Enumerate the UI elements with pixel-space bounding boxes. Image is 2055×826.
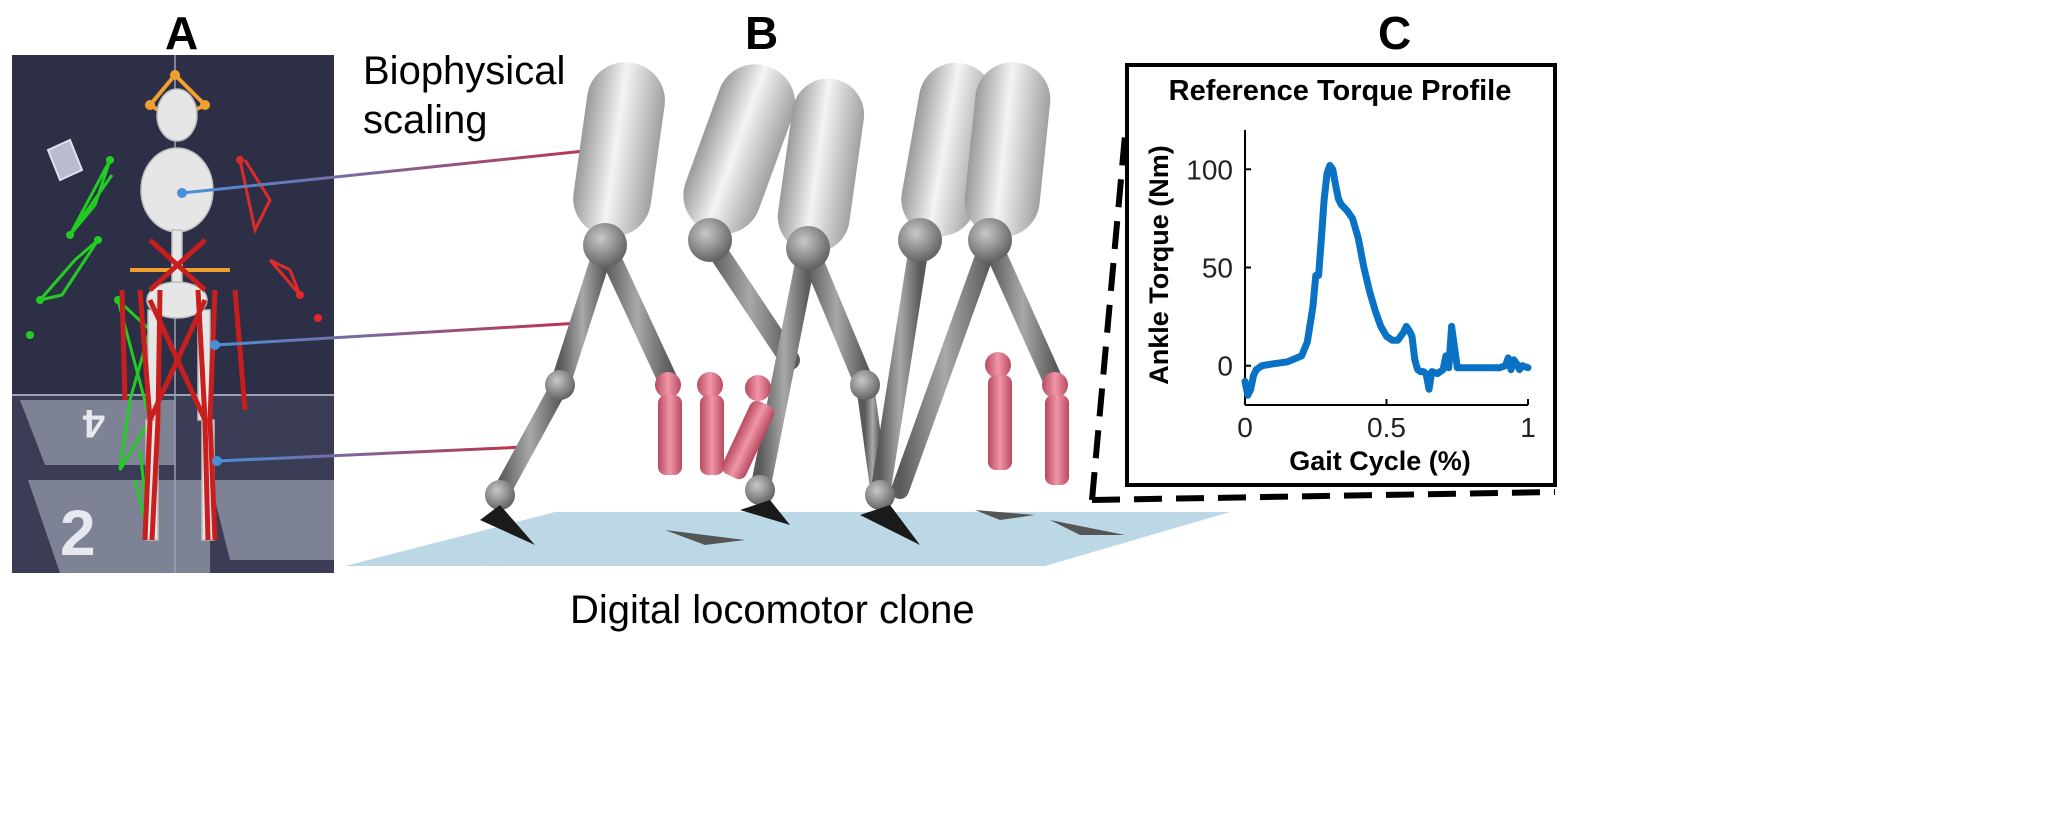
panel-c-chart: Reference Torque Profile Gait Cycle (%) …	[1125, 63, 1557, 487]
chart-frame	[1125, 63, 1557, 487]
walker-1	[480, 62, 680, 545]
panel-label-b: B	[745, 7, 779, 59]
y-tick-label: 0	[1217, 351, 1233, 382]
torque-series-line	[1241, 161, 1532, 399]
walking-floor	[480, 512, 1230, 566]
scaling-label-line1: Biophysical	[363, 49, 565, 93]
y-tick-label: 50	[1202, 253, 1233, 284]
muscles	[119, 238, 248, 541]
chart-xlabel: Gait Cycle (%)	[1289, 446, 1471, 476]
tile-number-4: 4	[82, 401, 105, 445]
prosthetic-feet	[665, 510, 1125, 545]
caption-text: Digital locomotor clone	[570, 588, 975, 632]
tile-number-2: 2	[60, 497, 96, 569]
floor-tile-2	[28, 480, 210, 573]
walker-2	[683, 64, 800, 395]
x-tick-label: 0.5	[1367, 412, 1406, 443]
floor-tile-1	[210, 480, 334, 560]
y-tick-label: 100	[1186, 154, 1233, 185]
panel-a-scene: 2 4	[12, 55, 334, 573]
chart-title: Reference Torque Profile	[1169, 75, 1512, 107]
floor-tile-34	[20, 400, 175, 465]
prosthesis-group	[655, 352, 1069, 485]
scaling-label-line2: scaling	[363, 98, 488, 142]
panel-b-models	[345, 62, 1230, 566]
camera-cube-icon	[46, 138, 84, 182]
callout-dashes	[1089, 134, 1556, 503]
panel-label-a: A	[165, 7, 199, 59]
marker-cluster-right	[238, 159, 302, 296]
chart-ylabel: Ankle Torque (Nm)	[1144, 145, 1174, 385]
x-tick-label: 1	[1520, 412, 1536, 443]
x-tick-label: 0	[1237, 412, 1253, 443]
panel-label-c: C	[1378, 7, 1412, 59]
walker-4	[860, 62, 1065, 545]
plot-area: 0 0.5 1 0 50 100	[1186, 130, 1536, 443]
